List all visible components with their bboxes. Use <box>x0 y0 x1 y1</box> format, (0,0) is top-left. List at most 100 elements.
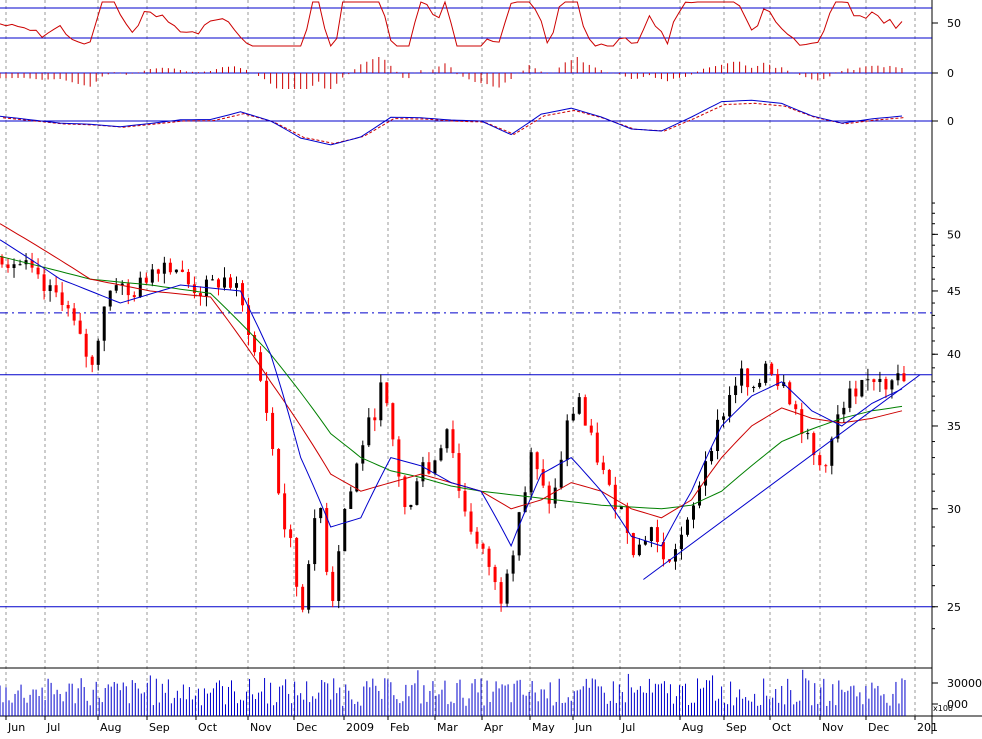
candle-body <box>571 413 575 421</box>
price-axis-label-35: 35 <box>947 420 961 433</box>
month-label-0: Jun <box>7 721 25 734</box>
candle-body <box>361 445 365 464</box>
rsi-axis-label: 50 <box>947 17 961 30</box>
candle-body <box>186 271 190 285</box>
candle-body <box>896 373 900 381</box>
rsi-line <box>0 0 903 48</box>
month-label-2: Aug <box>100 721 121 734</box>
candle-body <box>391 403 395 440</box>
candle-body <box>277 449 281 494</box>
candle-body <box>265 380 269 413</box>
volume-axis-label-000: 000 <box>947 698 968 711</box>
candle-body <box>469 511 473 532</box>
candle-body <box>529 452 533 493</box>
candle-body <box>734 385 738 396</box>
candle-body <box>547 485 551 504</box>
month-label-15: Sep <box>726 721 747 734</box>
month-label-10: Apr <box>484 721 504 734</box>
candle-body <box>126 283 130 296</box>
candle-body <box>84 333 88 357</box>
candle-body <box>295 537 299 587</box>
price-axis-label-40: 40 <box>947 348 961 361</box>
candle-body <box>866 379 870 381</box>
candle-body <box>385 382 389 404</box>
candle-body <box>463 490 467 512</box>
month-label-17: Nov <box>822 721 844 734</box>
price-axis-label-30: 30 <box>947 503 961 516</box>
candle-body <box>800 409 804 434</box>
candle-body <box>198 293 202 297</box>
candle-body <box>752 386 756 388</box>
candle-body <box>415 481 419 505</box>
candle-body <box>884 378 888 390</box>
month-label-18: Dec <box>868 721 889 734</box>
candle-body <box>433 460 437 474</box>
candle-body <box>114 285 118 291</box>
month-label-19: 201 <box>917 721 938 734</box>
candle-body <box>746 368 750 388</box>
candle-body <box>595 432 599 463</box>
candle-body <box>722 416 726 420</box>
candle-body <box>397 439 401 477</box>
candle-body <box>168 262 172 273</box>
price-axis-label-25: 25 <box>947 601 961 614</box>
macd-axis-label: 0 <box>947 115 954 128</box>
candle-body <box>253 334 257 353</box>
candle-body <box>523 492 527 513</box>
candle-body <box>758 382 762 387</box>
candle-body <box>619 505 623 510</box>
candle-body <box>72 308 76 321</box>
candle-body <box>625 505 629 534</box>
candle-body <box>283 493 287 530</box>
candle-body <box>679 534 683 550</box>
candle-body <box>180 269 184 272</box>
candle-body <box>319 508 323 519</box>
candle-body <box>637 544 641 556</box>
candle-body <box>138 277 142 298</box>
candle-body <box>36 267 40 275</box>
candle-body <box>776 374 780 387</box>
month-label-1: Jul <box>46 721 60 734</box>
month-label-12: Jun <box>574 721 592 734</box>
candle-body <box>613 484 617 510</box>
candle-body <box>439 448 443 461</box>
candle-body <box>451 429 455 454</box>
candle-body <box>403 476 407 508</box>
candle-body <box>150 269 154 283</box>
candle-body <box>704 461 708 486</box>
candle-body <box>836 414 840 439</box>
candle-body <box>692 505 696 520</box>
candle-body <box>788 382 792 405</box>
histogram-axis-label: 0 <box>947 67 954 80</box>
candle-body <box>96 340 100 365</box>
candle-body <box>559 459 563 488</box>
candle-body <box>289 529 293 538</box>
moving-average-green <box>0 255 903 510</box>
month-label-13: Jul <box>621 721 635 734</box>
candle-body <box>698 485 702 506</box>
candle-body <box>54 285 58 293</box>
candle-body <box>0 256 4 265</box>
candle-body <box>216 279 220 288</box>
support-trendline <box>643 374 921 580</box>
candle-body <box>247 305 251 335</box>
candle-body <box>589 425 593 433</box>
candle-body <box>355 463 359 492</box>
candle-body <box>505 573 509 604</box>
candle-body <box>565 420 569 460</box>
candle-body <box>174 269 178 273</box>
candle-body <box>60 292 64 306</box>
macd-line <box>0 99 903 146</box>
volume-axis-label-30000: 30000 <box>947 677 982 690</box>
month-label-11: May <box>532 721 555 734</box>
candle-body <box>655 527 659 543</box>
candle-body <box>235 283 239 288</box>
candle-body <box>457 453 461 491</box>
candle-body <box>553 487 557 504</box>
candle-body <box>685 519 689 535</box>
candle-body <box>661 542 665 560</box>
volume-multiplier-label: x100 <box>933 704 953 713</box>
